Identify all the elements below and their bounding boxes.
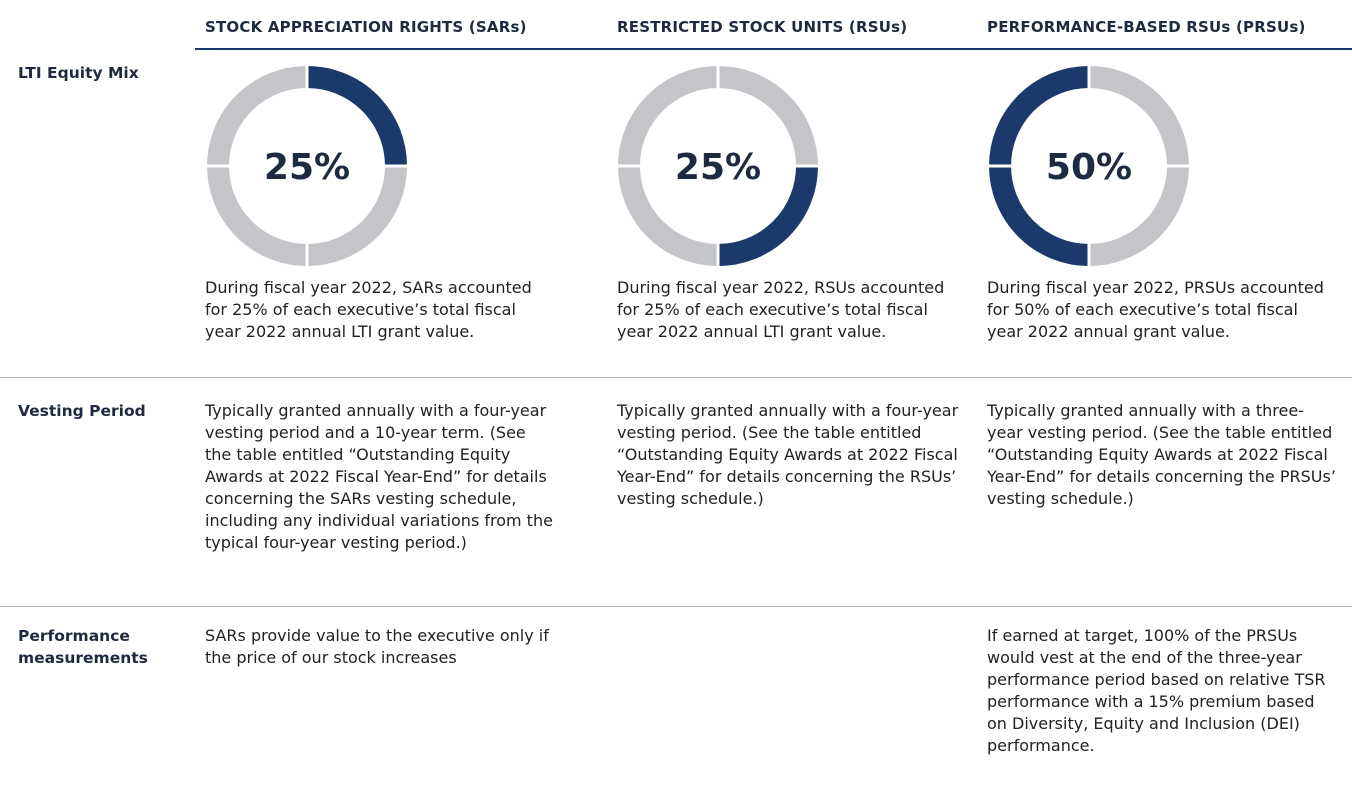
- cell-text: If earned at target, 100% of the PRSUs w…: [987, 626, 1326, 755]
- cell-text: SARs provide value to the executive only…: [205, 626, 549, 667]
- cell-text: During fiscal year 2022, SARs accounted …: [205, 278, 532, 341]
- cell-text: Typically granted annually with a four-y…: [205, 401, 553, 552]
- row-rule: [0, 377, 1352, 378]
- cell-text: Typically granted annually with a four-y…: [617, 401, 959, 508]
- row-rule: [0, 606, 1352, 607]
- header-rule: [195, 48, 1352, 50]
- donut-label: 50%: [1046, 147, 1132, 188]
- donut-label: 25%: [264, 147, 350, 188]
- cell-text: During fiscal year 2022, RSUs accounted …: [617, 278, 945, 341]
- column-header: RESTRICTED STOCK UNITS (RSUs): [617, 18, 908, 36]
- donut-segment: [306, 66, 407, 167]
- row-label: LTI Equity Mix: [18, 64, 139, 82]
- donut-row: 25% 25% 50%: [205, 64, 1191, 268]
- donut-segment: [717, 165, 818, 266]
- cell-text: During fiscal year 2022, PRSUs accounted…: [987, 278, 1324, 341]
- column-header: STOCK APPRECIATION RIGHTS (SARs): [205, 18, 527, 36]
- column-header: PERFORMANCE-BASED RSUs (PRSUs): [987, 18, 1306, 36]
- donut-label: 25%: [675, 147, 761, 188]
- cell-text: Typically granted annually with a three-…: [987, 401, 1336, 508]
- row-label: Performance measurements: [18, 627, 148, 667]
- row-label: Vesting Period: [18, 402, 146, 420]
